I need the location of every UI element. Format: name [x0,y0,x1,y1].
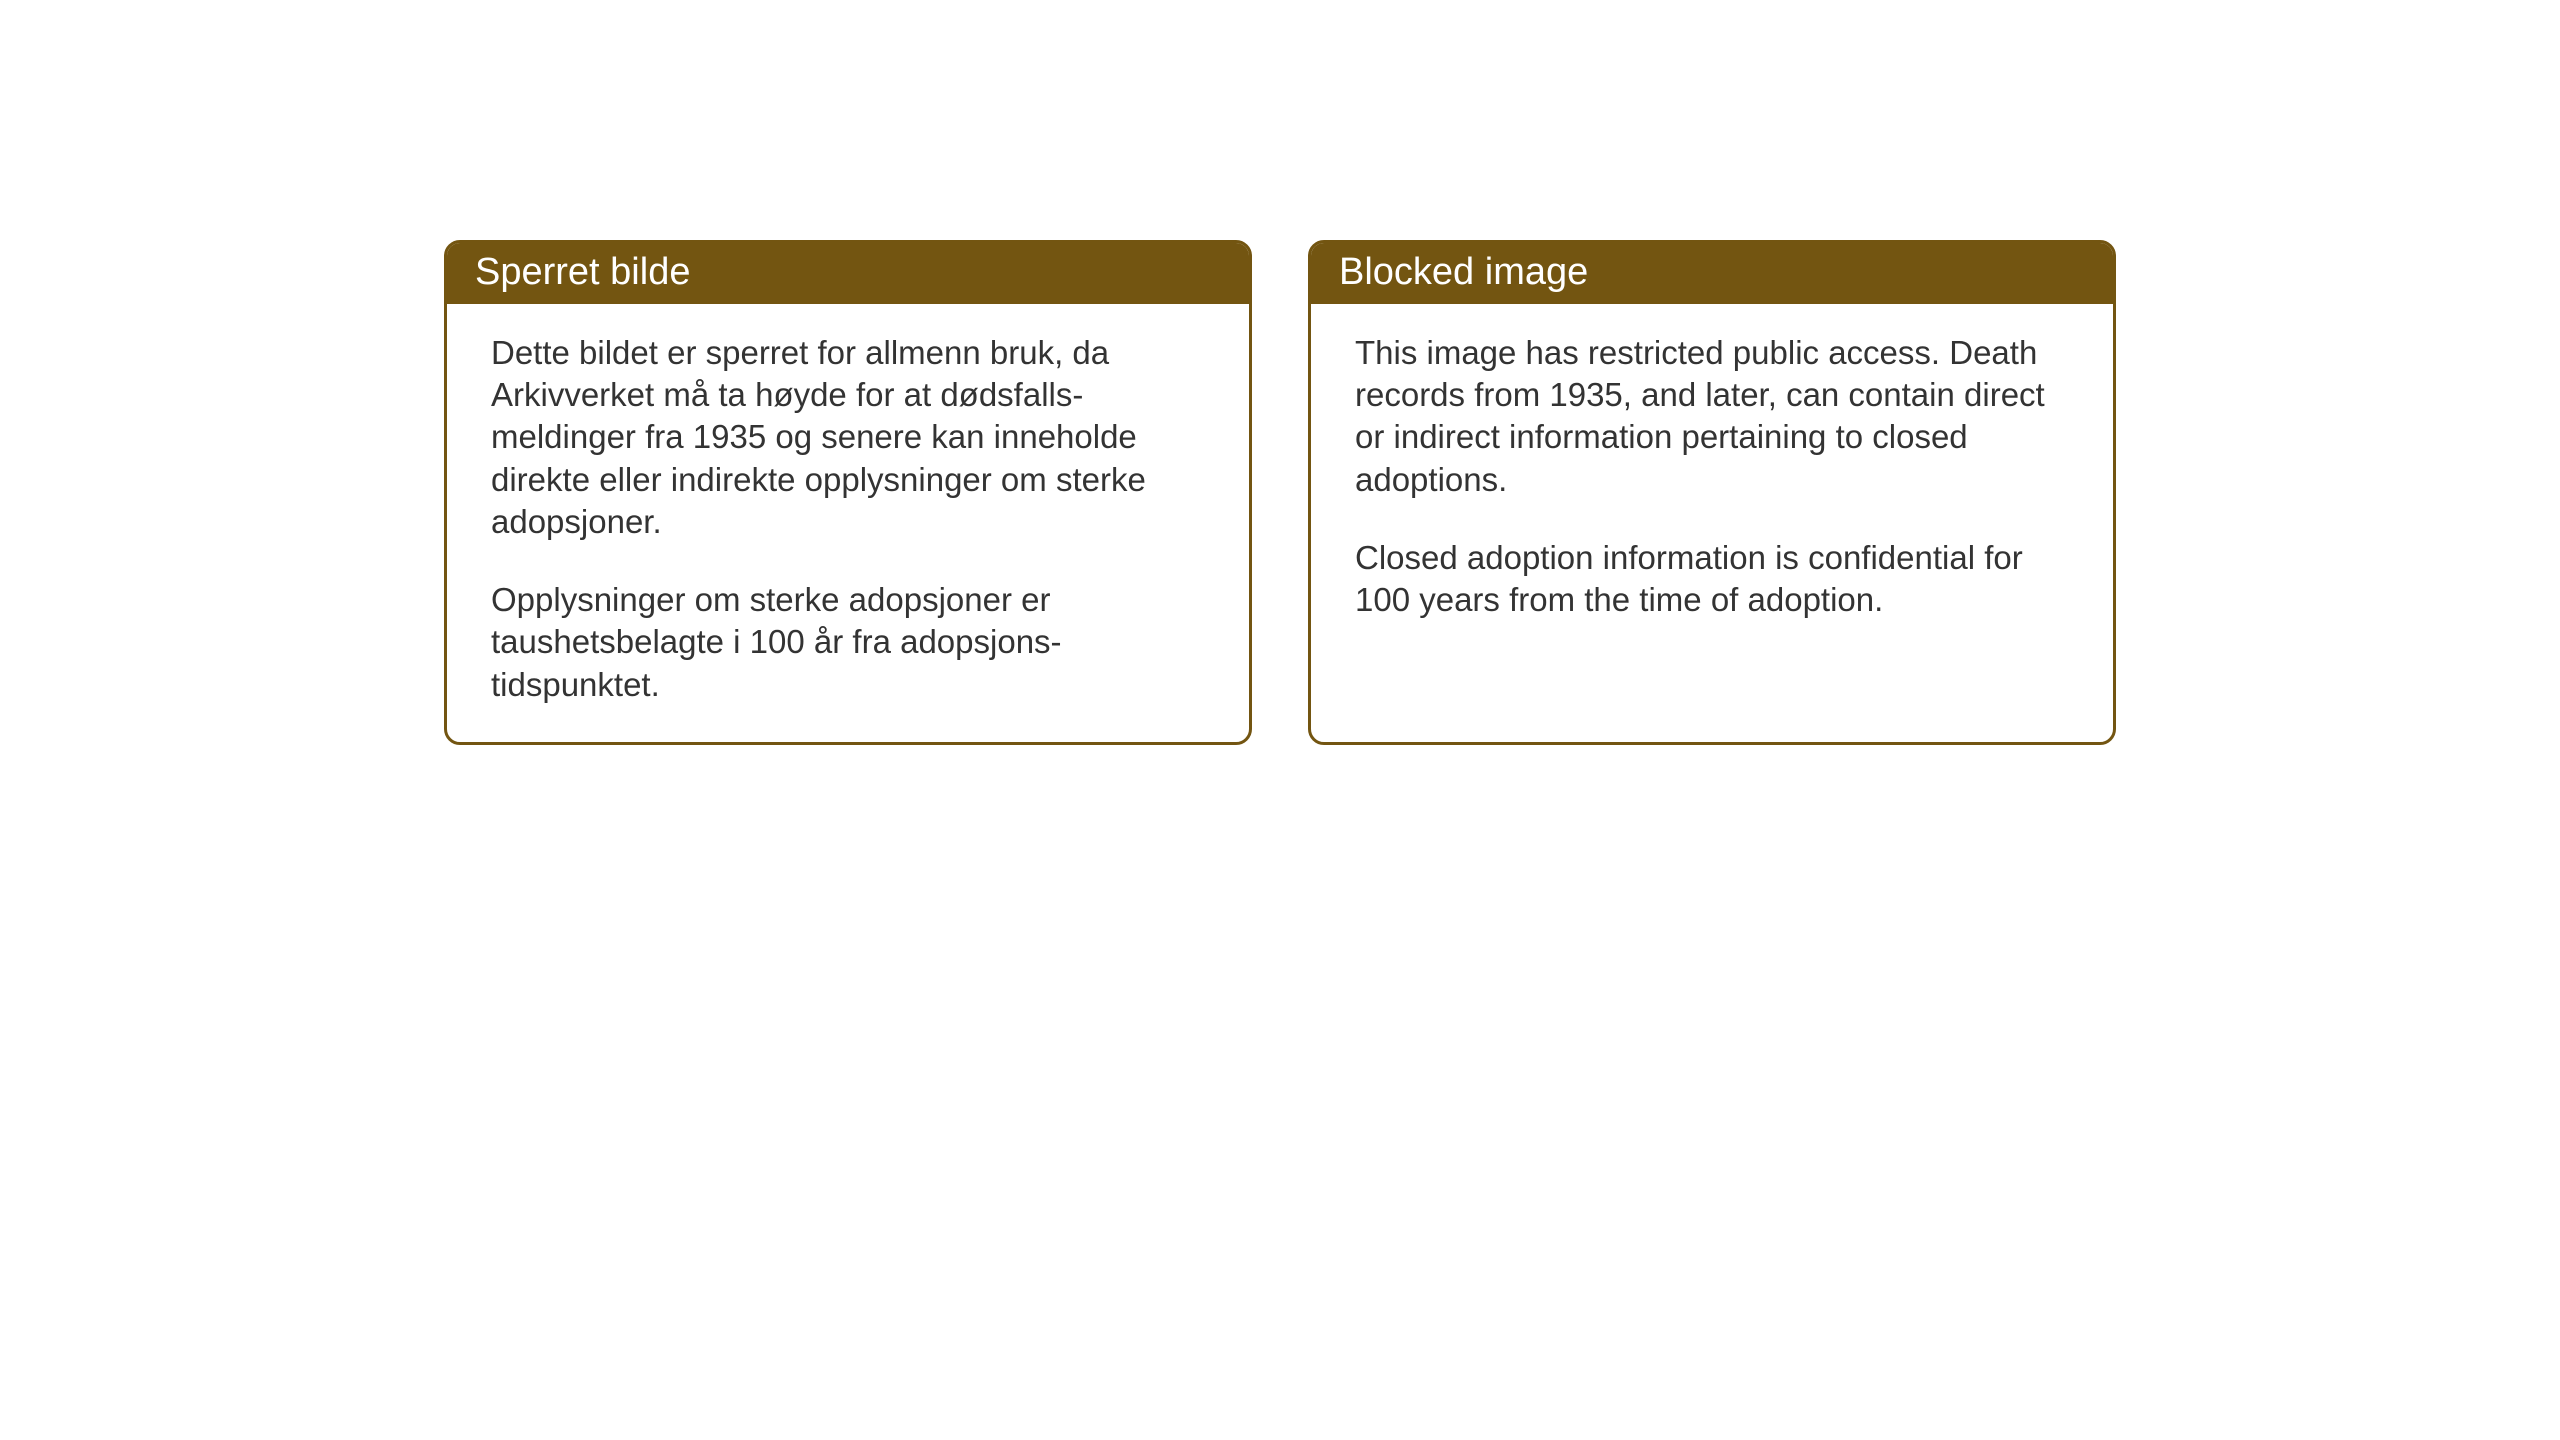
card-norwegian-header: Sperret bilde [447,243,1249,304]
cards-container: Sperret bilde Dette bildet er sperret fo… [444,240,2560,745]
card-english: Blocked image This image has restricted … [1308,240,2116,745]
card-norwegian: Sperret bilde Dette bildet er sperret fo… [444,240,1252,745]
card-norwegian-paragraph-2: Opplysninger om sterke adopsjoner er tau… [491,579,1205,706]
card-english-body: This image has restricted public access.… [1311,304,2113,657]
card-norwegian-body: Dette bildet er sperret for allmenn bruk… [447,304,1249,742]
card-norwegian-paragraph-1: Dette bildet er sperret for allmenn bruk… [491,332,1205,543]
card-english-header: Blocked image [1311,243,2113,304]
card-english-paragraph-1: This image has restricted public access.… [1355,332,2069,501]
card-english-paragraph-2: Closed adoption information is confident… [1355,537,2069,621]
